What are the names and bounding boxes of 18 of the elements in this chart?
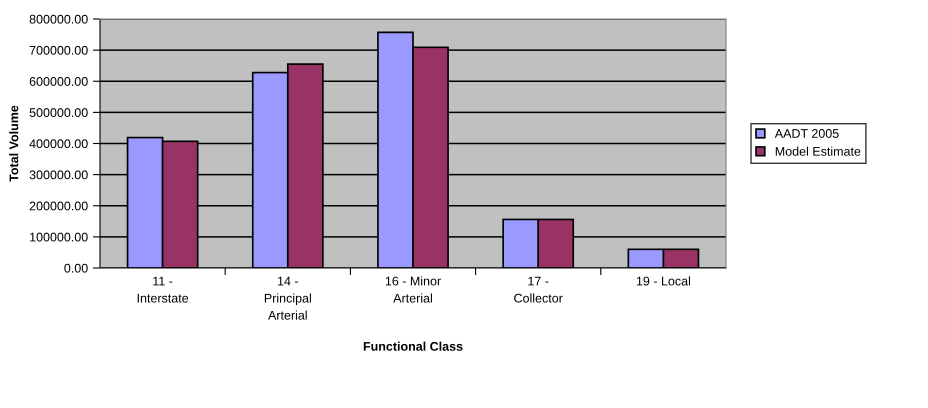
y-tick-label: 800000.00: [30, 14, 88, 24]
x-tick-label: 16 - Minor Arterial: [386, 276, 441, 303]
y-tick-label: 700000.00: [30, 46, 88, 55]
y-tick-label: 400000.00: [29, 139, 88, 148]
y-tick-label: 0.00: [64, 264, 88, 273]
y-tick-label: 500000.00: [30, 108, 88, 118]
x-axis-title: Functional Class: [364, 342, 462, 351]
legend-label: AADT 2005: [774, 129, 839, 138]
y-tick-label: 300000.00: [30, 170, 88, 180]
y-tick-label: 200000.00: [30, 202, 88, 210]
x-tick-label: 11 - Interstate: [138, 276, 188, 303]
x-tick-label: 14 - Principal Arterial: [264, 276, 311, 320]
x-tick-label: 17 - Collector: [514, 276, 563, 303]
legend-label: Model Estimate: [776, 146, 860, 156]
x-tick-label: 19 - Local: [636, 276, 690, 286]
y-axis-title: Total Volume: [9, 106, 18, 182]
y-tick-label: 600000.00: [30, 77, 88, 86]
y-tick-label: 100000.00: [30, 232, 88, 242]
